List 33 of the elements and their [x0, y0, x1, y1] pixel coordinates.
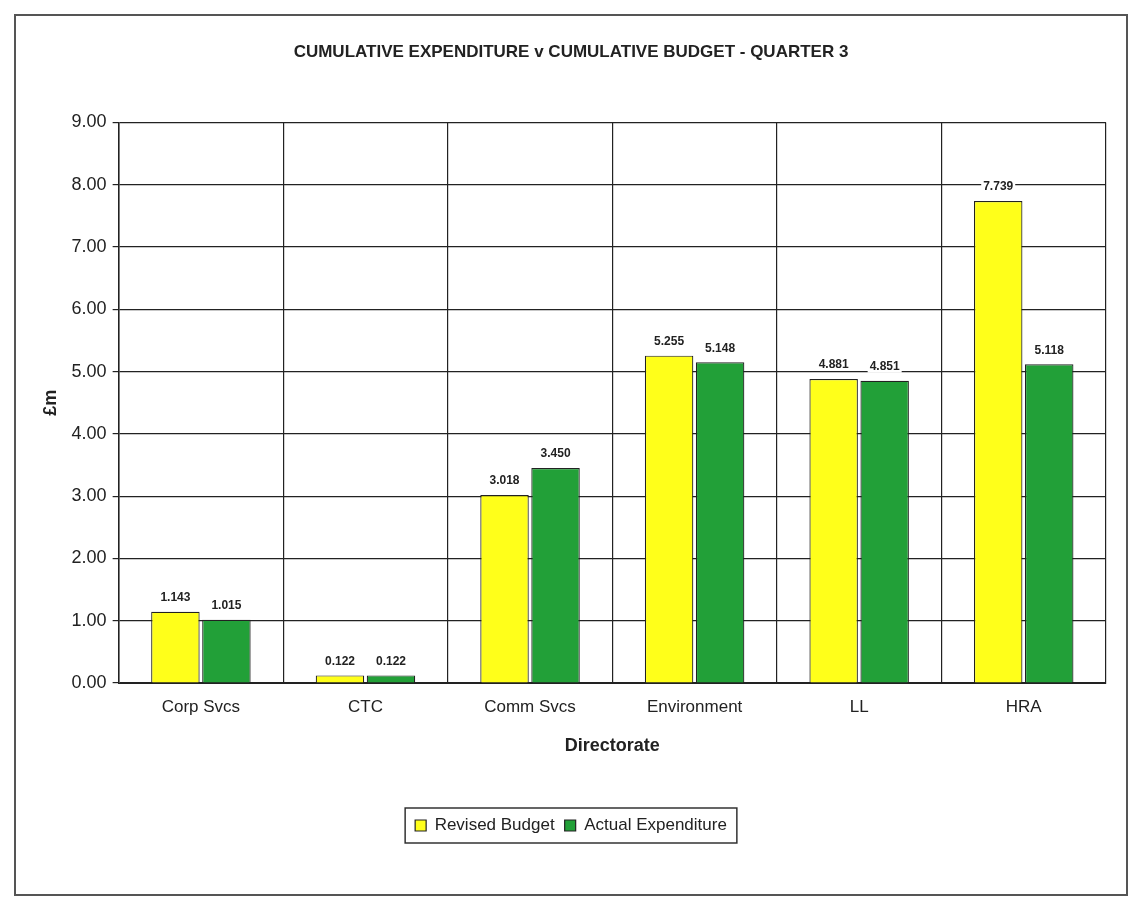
y-tick-label: 9.00 — [71, 111, 107, 132]
data-label: 5.118 — [1034, 342, 1065, 357]
data-label: 0.122 — [375, 653, 407, 668]
data-label: 4.851 — [869, 359, 901, 374]
legend-label: Revised Budget — [434, 815, 555, 835]
data-label: 5.148 — [705, 340, 736, 355]
data-label: 4.881 — [818, 357, 849, 372]
x-tick-label: CTC — [348, 696, 383, 716]
y-tick-label: 3.00 — [71, 485, 107, 506]
data-label: 3.450 — [540, 446, 571, 461]
y-tick-label: 2.00 — [71, 547, 107, 568]
data-label: 1.015 — [211, 598, 242, 613]
y-tick-label: 5.00 — [71, 360, 107, 381]
data-label: 3.018 — [489, 473, 520, 488]
x-tick-label: Corp Svcs — [161, 696, 241, 716]
x-tick-label: HRA — [1005, 696, 1043, 716]
y-tick-label: 7.00 — [71, 235, 107, 256]
data-label: 5.255 — [654, 333, 685, 348]
x-tick-label: Environment — [646, 696, 743, 716]
data-label: 0.122 — [324, 653, 356, 668]
y-tick-label: 0.00 — [71, 671, 107, 692]
x-tick-label: Comm Svcs — [484, 696, 576, 716]
y-tick-label: 6.00 — [71, 298, 107, 319]
y-tick-label: 1.00 — [71, 609, 107, 630]
y-tick-label: 4.00 — [71, 422, 107, 443]
legend-label: Actual Expenditure — [584, 815, 727, 835]
y-tick-label: 8.00 — [71, 173, 107, 194]
data-label: 7.739 — [983, 179, 1014, 194]
y-axis-title: £m — [39, 389, 60, 416]
data-label: 1.143 — [160, 590, 191, 605]
x-axis-title: Directorate — [564, 735, 660, 756]
chart-title: CUMULATIVE EXPENDITURE v CUMULATIVE BUDGET - QUARTER 3 — [293, 41, 849, 61]
x-tick-label: LL — [849, 696, 869, 716]
